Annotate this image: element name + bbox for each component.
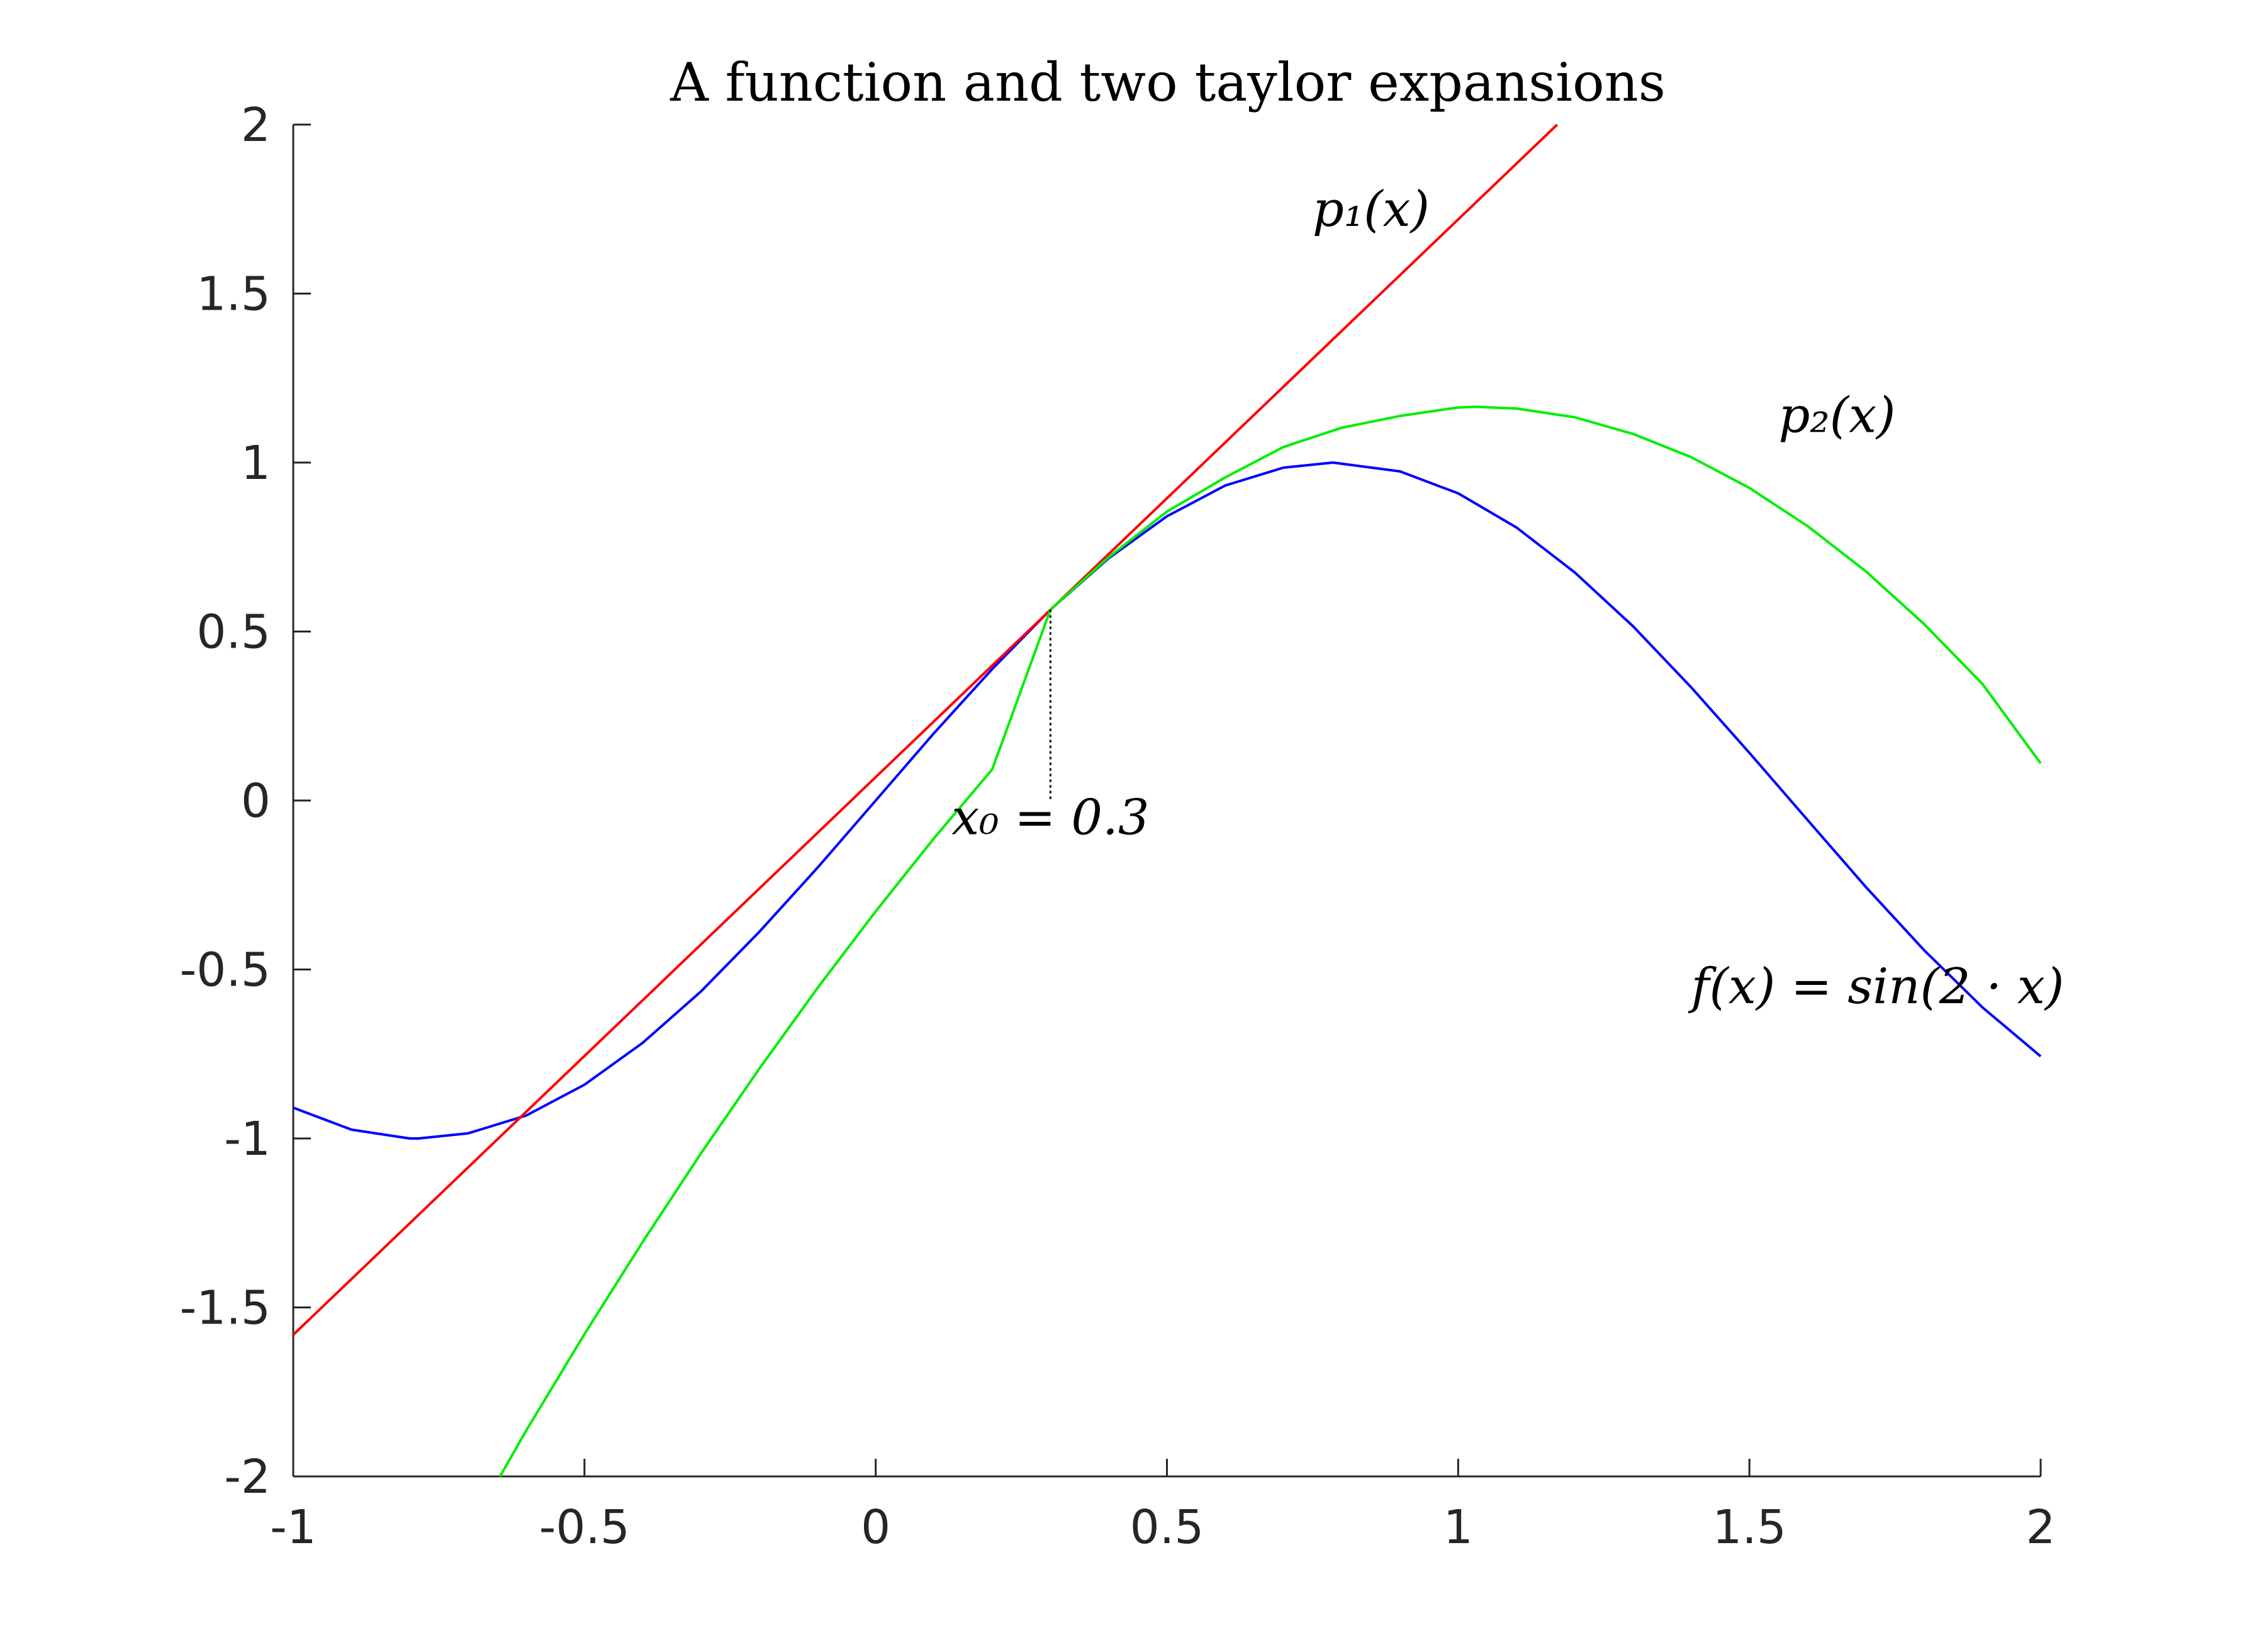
y-tick-label: -0.5: [180, 943, 271, 997]
x-tick-label: 0: [861, 1500, 890, 1554]
y-tick-label: 1: [241, 436, 271, 490]
plot-lines: [292, 123, 2042, 1477]
label-x0: x₀ = 0.3: [951, 790, 1149, 846]
x-tick-label: 2: [2026, 1500, 2055, 1554]
x-tick-label: 1.5: [1712, 1500, 1786, 1554]
y-tick-label: 2: [241, 98, 271, 152]
label-p2: p₂(x): [1778, 388, 1895, 444]
annotations: p₁(x) p₂(x) x₀ = 0.3 f(x) = sin(2 · x): [951, 181, 2064, 1015]
y-tick-label: -2: [224, 1450, 271, 1504]
x-tick-label: -0.5: [539, 1500, 630, 1554]
y-tick-label: -1: [224, 1112, 271, 1166]
label-p1: p₁(x): [1313, 181, 1430, 238]
label-f: f(x) = sin(2 · x): [1688, 958, 2065, 1015]
y-tick-label: 1.5: [196, 267, 271, 322]
series-p2-line: [498, 405, 2042, 1477]
chart-title: A function and two taylor expansions: [670, 52, 1666, 113]
axes: [292, 125, 2041, 1478]
ticks: -1 -0.5 0 0.5 1 1.5 2 -2 -1.5 -1 -0.5 0 0.5 1 1.5 2: [180, 98, 2056, 1554]
y-tick-label: 0.5: [196, 605, 271, 660]
series-f-line: [293, 461, 2042, 1140]
y-tick-label: 0: [241, 774, 271, 828]
x-tick-label: -1: [270, 1500, 317, 1554]
series-p1-line: [292, 123, 1559, 1336]
y-tick-label: -1.5: [180, 1281, 271, 1335]
x-tick-label: 0.5: [1130, 1500, 1204, 1554]
x-tick-label: 1: [1443, 1500, 1473, 1554]
